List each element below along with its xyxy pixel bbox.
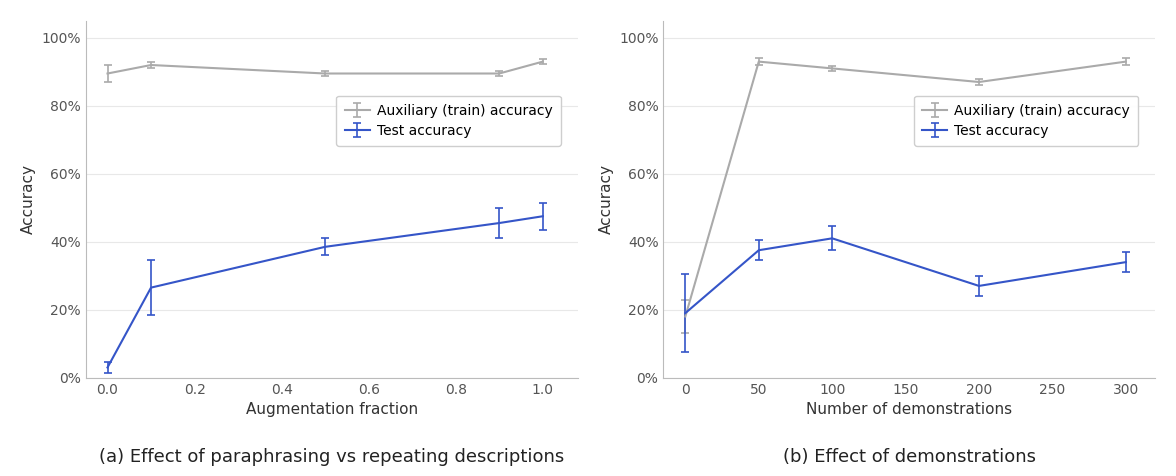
Legend: Auxiliary (train) accuracy, Test accuracy: Auxiliary (train) accuracy, Test accurac… [336,96,561,146]
Y-axis label: Accuracy: Accuracy [21,164,35,234]
X-axis label: Augmentation fraction: Augmentation fraction [246,402,417,417]
Text: (a) Effect of paraphrasing vs repeating descriptions: (a) Effect of paraphrasing vs repeating … [99,448,564,466]
Y-axis label: Accuracy: Accuracy [599,164,614,234]
X-axis label: Number of demonstrations: Number of demonstrations [807,402,1013,417]
Text: (b) Effect of demonstrations: (b) Effect of demonstrations [783,448,1036,466]
Legend: Auxiliary (train) accuracy, Test accuracy: Auxiliary (train) accuracy, Test accurac… [914,96,1138,146]
